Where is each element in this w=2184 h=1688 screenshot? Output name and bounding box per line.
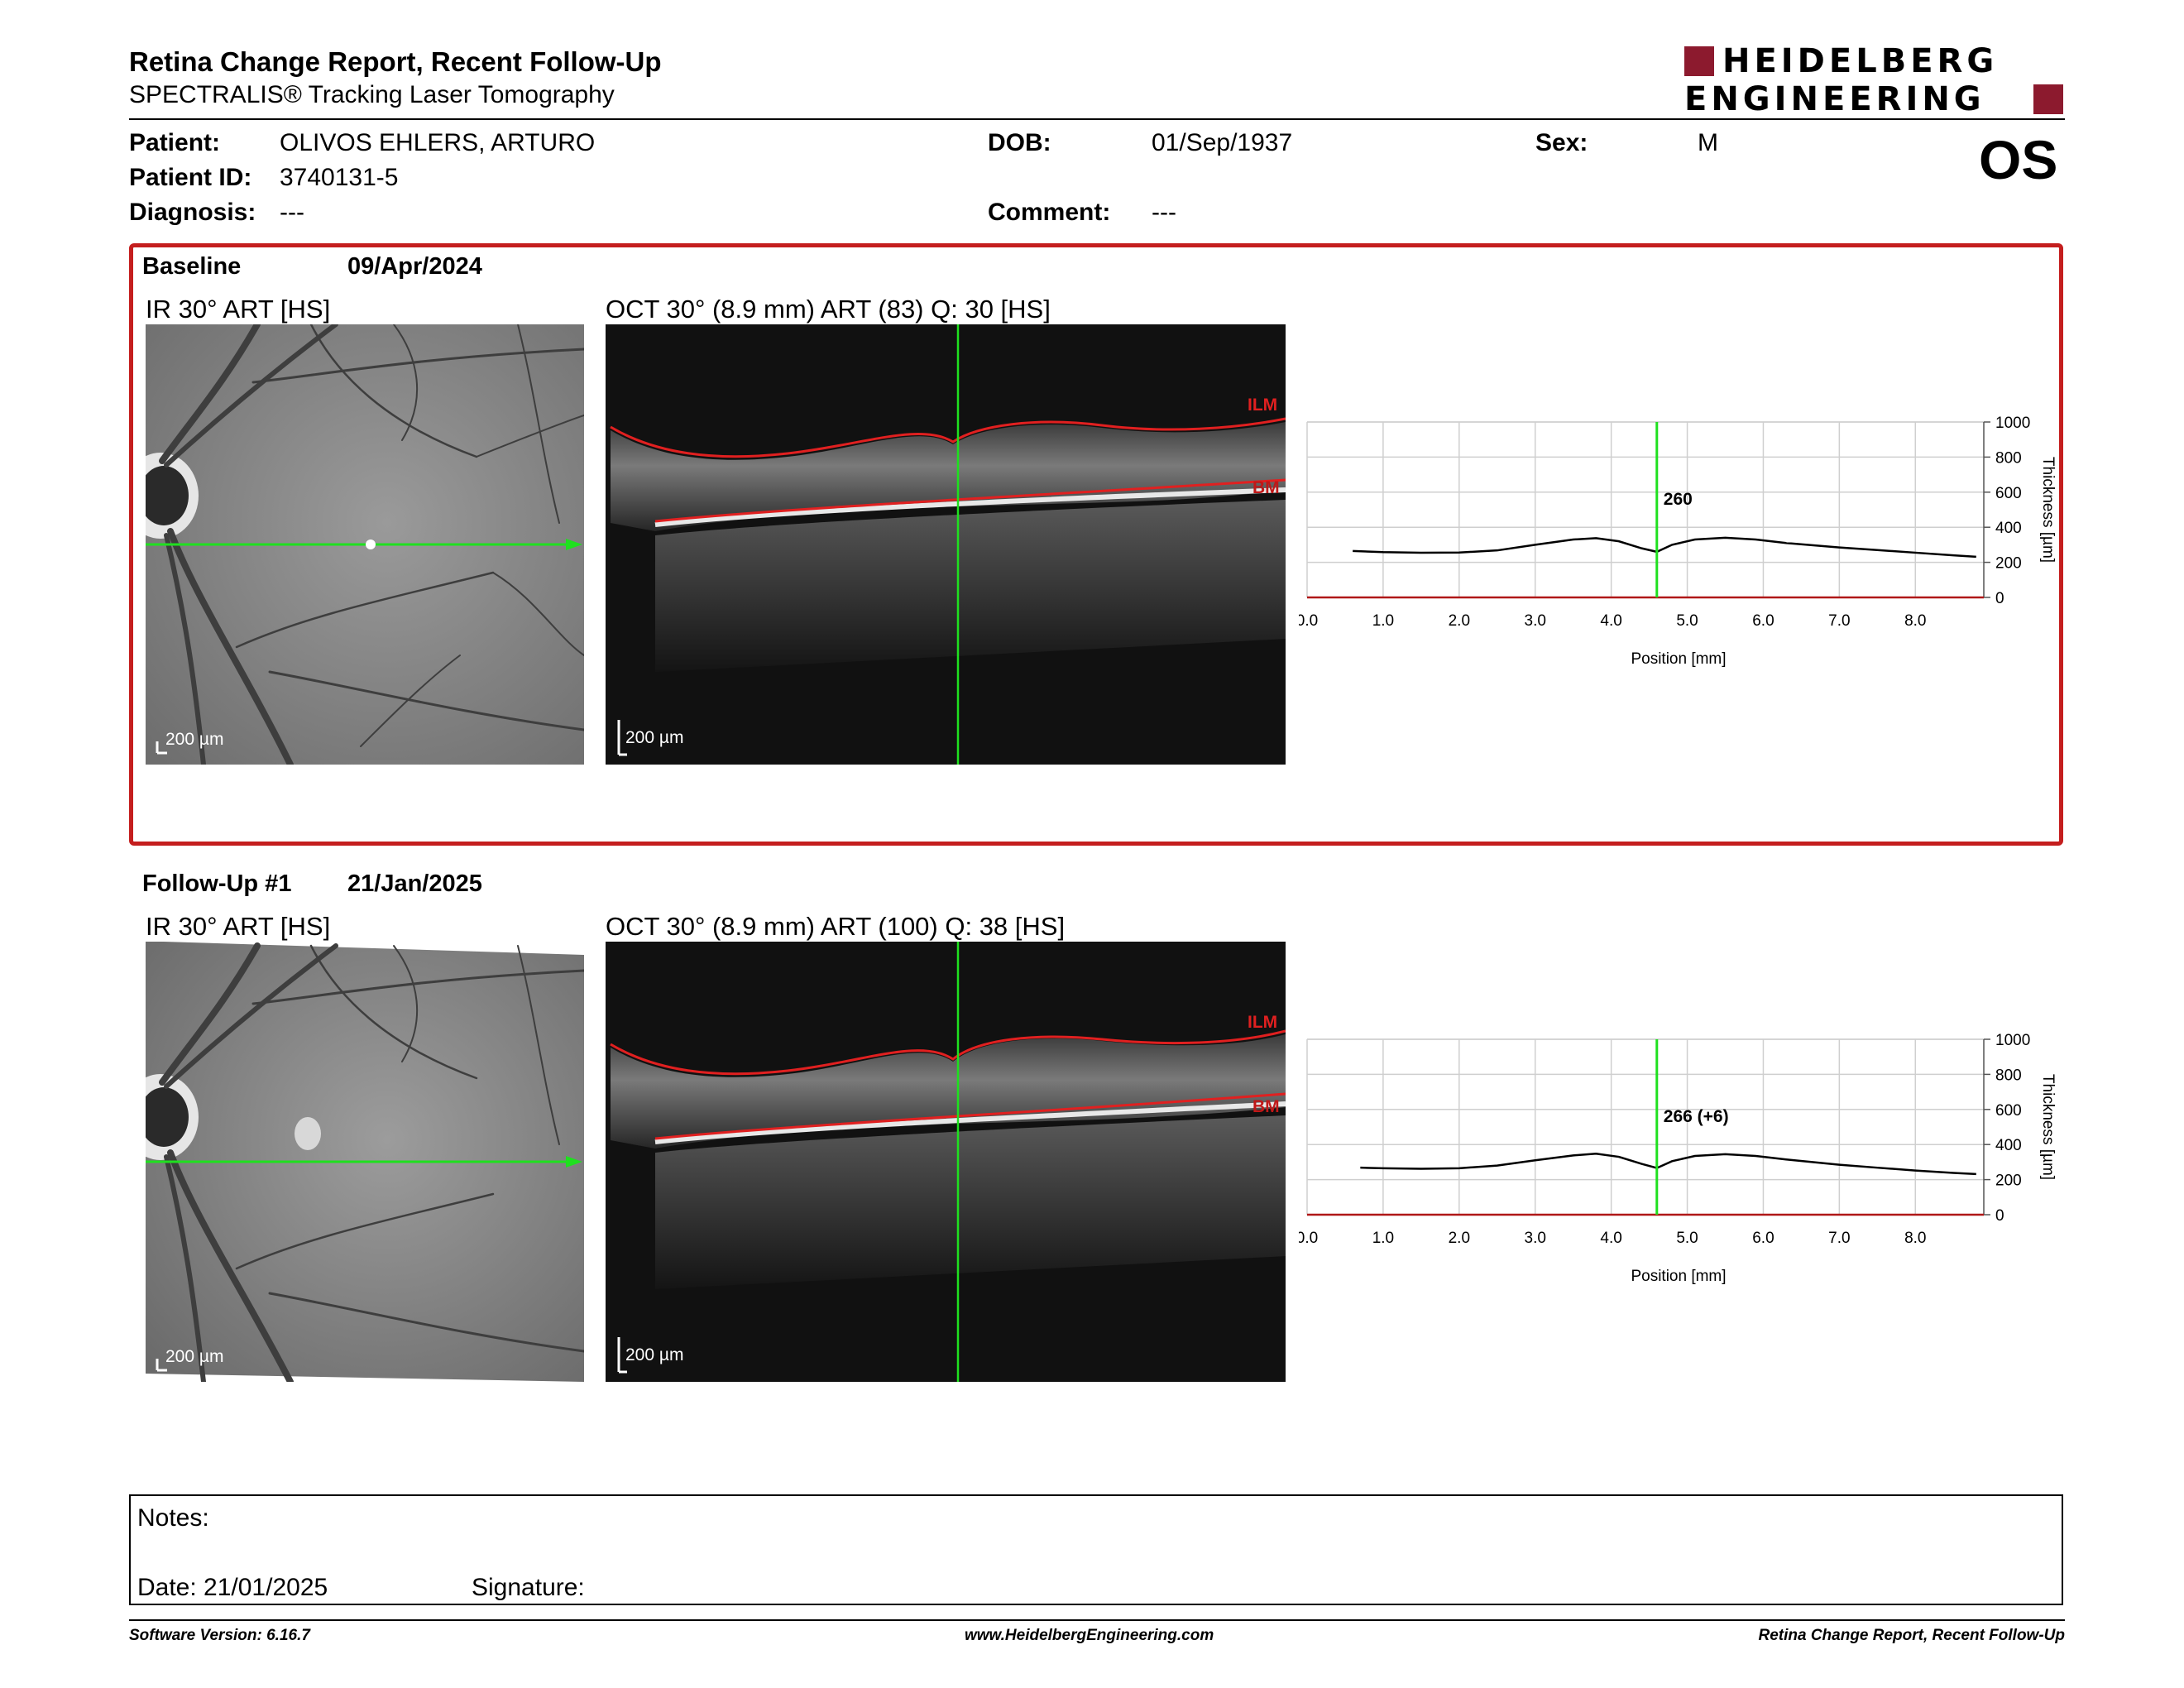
dob-value: 01/Sep/1937 [1152, 129, 1293, 156]
y-tick-label: 400 [1995, 1137, 2022, 1154]
baseline-ir-scale: 200 µm [165, 730, 224, 749]
y-axis-label: Thickness [µm] [2039, 1074, 2057, 1180]
signature-label: Signature: [472, 1574, 585, 1601]
x-tick-label: 7.0 [1828, 612, 1850, 630]
dob-label: DOB: [988, 129, 1051, 156]
heidelberg-logo: HEIDELBERG ENGINEERING [1684, 45, 2065, 116]
software-version: Software Version: 6.16.7 [129, 1627, 310, 1644]
y-tick-label: 800 [1995, 449, 2022, 467]
baseline-bm-label: BM [1252, 478, 1280, 497]
header-divider [129, 118, 2065, 120]
x-tick-label: 8.0 [1904, 612, 1926, 630]
x-tick-label: 2.0 [1449, 612, 1470, 630]
logo-line1: HEIDELBERG [1722, 42, 1999, 80]
x-tick-label: 0.0 [1299, 1230, 1318, 1247]
followup-label: Follow-Up #1 [142, 870, 292, 897]
comment-value: --- [1152, 199, 1176, 226]
followup-ir-label: IR 30° ART [HS] [146, 912, 331, 941]
baseline-panel [129, 243, 2063, 846]
notes-label: Notes: [137, 1504, 209, 1532]
followup-oct-scale: 200 µm [625, 1345, 684, 1364]
baseline-fundus-svg [146, 324, 584, 765]
baseline-date: 09/Apr/2024 [347, 253, 482, 280]
baseline-ilm-label: ILM [1248, 396, 1278, 415]
x-tick-label: 5.0 [1676, 612, 1698, 630]
y-tick-label: 1000 [1995, 415, 2030, 432]
footer-divider [129, 1619, 2065, 1621]
x-tick-label: 4.0 [1600, 1230, 1621, 1247]
baseline-oct-svg [606, 324, 1286, 765]
patient-name: OLIVOS EHLERS, ARTURO [280, 129, 596, 156]
y-tick-label: 200 [1995, 555, 2022, 573]
patient-id-label: Patient ID: [129, 164, 252, 191]
y-tick-label: 600 [1995, 1102, 2022, 1120]
baseline-ir-image: 200 µm [146, 324, 584, 765]
website-link: www.HeidelbergEngineering.com [965, 1627, 1214, 1644]
followup-date: 21/Jan/2025 [347, 870, 482, 897]
baseline-ir-label: IR 30° ART [HS] [146, 295, 331, 324]
x-tick-label: 7.0 [1828, 1230, 1850, 1247]
baseline-label: Baseline [142, 253, 242, 280]
y-tick-label: 1000 [1995, 1032, 2030, 1049]
x-tick-label: 4.0 [1600, 612, 1621, 630]
y-tick-label: 800 [1995, 1067, 2022, 1084]
x-tick-label: 6.0 [1752, 1230, 1774, 1247]
followup-oct-image: ILM BM 200 µm [606, 942, 1286, 1382]
footer-report-name: Retina Change Report, Recent Follow-Up [1758, 1627, 2065, 1644]
followup-thickness-chart: 0.0 1.0 2.0 3.0 4.0 5.0 6.0 7.0 8.0 0 200 400 600 800… [1299, 1032, 2057, 1285]
y-tick-label: 0 [1995, 590, 2004, 607]
followup-fundus-svg [146, 942, 584, 1382]
diagnosis-label: Diagnosis: [129, 199, 256, 226]
baseline-oct-scale: 200 µm [625, 728, 684, 747]
x-tick-label: 1.0 [1372, 612, 1394, 630]
followup-bm-label: BM [1252, 1097, 1280, 1116]
thickness-line [1360, 1152, 1976, 1176]
eye-indicator: OS [1979, 129, 2058, 190]
y-axis-label: Thickness [µm] [2039, 457, 2057, 563]
report-subtitle: SPECTRALIS® Tracking Laser Tomography [129, 81, 615, 108]
x-tick-label: 2.0 [1449, 1230, 1470, 1247]
logo-square-right [2033, 84, 2063, 114]
marker-value-label: 260 [1664, 490, 1693, 509]
baseline-oct-image: ILM BM 200 µm [606, 324, 1286, 765]
notes-box[interactable]: Notes: Date: 21/01/2025 Signature: [129, 1494, 2063, 1605]
date-label: Date: 21/01/2025 [137, 1574, 328, 1601]
patient-label: Patient: [129, 129, 221, 156]
baseline-thickness-chart: 0.0 1.0 2.0 3.0 4.0 5.0 6.0 7.0 8.0 0 200 400 600 800… [1299, 415, 2057, 668]
followup-ir-image: 200 µm [146, 942, 584, 1382]
y-tick-label: 200 [1995, 1172, 2022, 1190]
followup-oct-label: OCT 30° (8.9 mm) ART (100) Q: 38 [HS] [606, 912, 1066, 941]
baseline-oct-label: OCT 30° (8.9 mm) ART (83) Q: 30 [HS] [606, 295, 1051, 324]
followup-ilm-label: ILM [1248, 1013, 1278, 1032]
followup-oct-svg [606, 942, 1286, 1382]
x-tick-label: 6.0 [1752, 612, 1774, 630]
marker-value-label: 266 (+6) [1664, 1107, 1729, 1126]
x-tick-label: 5.0 [1676, 1230, 1698, 1247]
sex-label: Sex: [1535, 129, 1588, 156]
comment-label: Comment: [988, 199, 1111, 226]
x-tick-label: 1.0 [1372, 1230, 1394, 1247]
logo-square-left [1684, 46, 1714, 76]
x-axis-label: Position [mm] [1631, 650, 1726, 668]
diagnosis-value: --- [280, 199, 304, 226]
y-tick-label: 0 [1995, 1207, 2004, 1225]
x-tick-label: 0.0 [1299, 612, 1318, 630]
logo-line2: ENGINEERING [1684, 80, 1985, 118]
y-tick-label: 400 [1995, 520, 2022, 537]
x-axis-label: Position [mm] [1631, 1268, 1726, 1285]
x-tick-label: 8.0 [1904, 1230, 1926, 1247]
x-tick-label: 3.0 [1525, 1230, 1546, 1247]
report-title: Retina Change Report, Recent Follow-Up [129, 46, 662, 77]
sex-value: M [1698, 129, 1718, 156]
patient-id: 3740131-5 [280, 164, 399, 191]
followup-ir-scale: 200 µm [165, 1347, 224, 1366]
y-tick-label: 600 [1995, 485, 2022, 502]
x-tick-label: 3.0 [1525, 612, 1546, 630]
thickness-line [1353, 536, 1976, 559]
